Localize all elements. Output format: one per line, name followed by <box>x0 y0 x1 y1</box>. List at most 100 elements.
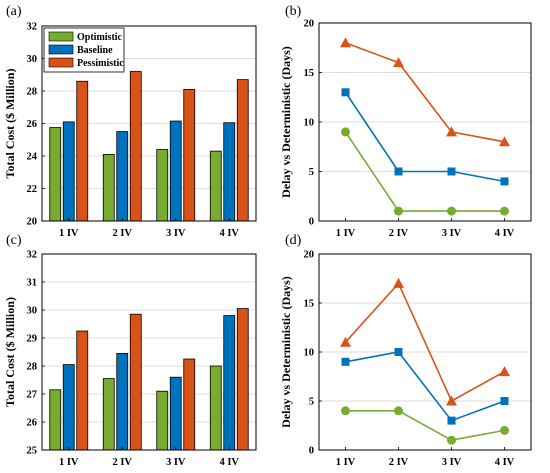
y-tick-label: 32 <box>27 22 38 33</box>
bar-pessimistic-4-iv <box>236 79 249 222</box>
marker-pessimistic-3-iv <box>446 395 457 406</box>
bar-pessimistic-1-iv <box>76 330 89 451</box>
y-tick-label: 10 <box>304 348 315 359</box>
y-tick-label: 26 <box>27 418 38 429</box>
y-tick-label: 15 <box>304 68 315 79</box>
marker-pessimistic-2-iv <box>393 277 404 288</box>
bar-pessimistic-4-iv <box>236 308 249 451</box>
x-tick-label: 1 IV <box>59 457 79 468</box>
legend: Optimistic Baseline Pessimistic <box>43 27 125 73</box>
y-tick-label: 20 <box>27 217 38 228</box>
y-axis-label: Delay vs Deterministic (Days) <box>279 276 293 428</box>
x-tick-label: 2 IV <box>112 457 132 468</box>
marker-optimistic-1-iv <box>341 406 350 416</box>
marker-optimistic-3-iv <box>447 206 456 216</box>
y-tick-label: 5 <box>309 397 314 408</box>
marker-pessimistic-1-iv <box>340 336 351 347</box>
x-tick-label: 2 IV <box>112 228 132 239</box>
line-pessimistic <box>345 42 505 143</box>
y-tick-label: 15 <box>304 299 315 310</box>
marker-pessimistic-2-iv <box>393 57 404 68</box>
bar-pessimistic-2-iv <box>129 71 142 222</box>
x-tick-label: 3 IV <box>442 457 462 468</box>
marker-optimistic-1-iv <box>341 127 350 137</box>
bar-optimistic-4-iv <box>209 365 222 451</box>
y-tick-label: 0 <box>309 217 314 228</box>
marker-baseline-2-iv <box>394 348 403 356</box>
line-optimistic <box>345 409 505 442</box>
bar-baseline-2-iv <box>116 131 129 222</box>
x-tick-label: 4 IV <box>219 457 239 468</box>
legend-label-optimistic: Optimistic <box>77 32 123 43</box>
panel-label: (c) <box>6 233 22 248</box>
legend-label-pessimistic: Pessimistic <box>77 58 124 69</box>
y-tick-label: 27 <box>27 390 38 401</box>
panel-b: 0 5 10 15 20 1 IV 2 IV 3 IV 4 IV Delay vs Determi… <box>279 4 532 239</box>
y-tick-label: 28 <box>27 87 38 98</box>
y-tick-label: 30 <box>27 54 38 65</box>
panel-label: (a) <box>6 4 22 19</box>
y-tick-label: 22 <box>27 184 38 195</box>
marker-baseline-1-iv <box>341 88 350 97</box>
marker-optimistic-4-iv <box>500 425 509 435</box>
marker-baseline-2-iv <box>394 167 403 176</box>
marker-baseline-3-iv <box>447 416 456 425</box>
y-tick-label: 28 <box>27 362 38 373</box>
bar-baseline-4-iv <box>223 122 236 222</box>
bar-baseline-3-iv <box>169 376 182 451</box>
line-optimistic <box>344 131 505 212</box>
y-axis-label: Total Cost ($ Million) <box>3 297 17 407</box>
y-axis-label: Total Cost ($ Million) <box>3 69 17 179</box>
marker-baseline-3-iv <box>447 167 456 176</box>
panel-c: 25 26 27 28 29 30 31 32 1 IV 2 IV 3 IV 4 IV Total Co… <box>3 233 257 468</box>
x-tick-label: 1 IV <box>336 228 356 239</box>
marker-baseline-4-iv <box>500 397 509 405</box>
bar-optimistic-1-iv <box>49 127 62 222</box>
x-tick-label: 1 IV <box>59 228 79 239</box>
axes-frame <box>41 253 257 451</box>
legend-swatch-pessimistic <box>48 57 74 68</box>
y-tick-label: 30 <box>27 306 38 317</box>
marker-pessimistic-3-iv <box>446 126 457 137</box>
y-tick-label: 29 <box>27 334 38 345</box>
line-pessimistic <box>344 281 505 403</box>
bar-optimistic-3-iv <box>156 149 169 222</box>
bar-optimistic-2-iv <box>102 378 115 451</box>
y-tick-label: 26 <box>27 119 38 130</box>
y-tick-label: 10 <box>304 118 315 129</box>
marker-optimistic-2-iv <box>394 406 403 416</box>
panel-label: (d) <box>285 233 302 248</box>
x-tick-label: 3 IV <box>442 228 462 239</box>
marker-baseline-4-iv <box>500 177 509 186</box>
bar-optimistic-1-iv <box>49 389 62 451</box>
marker-pessimistic-1-iv <box>340 37 351 48</box>
bar-optimistic-4-iv <box>209 150 222 222</box>
bar-pessimistic-2-iv <box>129 313 142 451</box>
x-tick-label: 3 IV <box>166 457 186 468</box>
legend-swatch-optimistic <box>48 31 74 42</box>
marker-optimistic-4-iv <box>500 206 509 216</box>
marker-pessimistic-4-iv <box>499 136 510 147</box>
bar-baseline-3-iv <box>169 120 182 222</box>
y-tick-label: 25 <box>27 446 38 457</box>
x-tick-label: 2 IV <box>389 457 409 468</box>
x-tick-label: 1 IV <box>336 457 356 468</box>
x-tick-label: 4 IV <box>495 457 515 468</box>
legend-label-baseline: Baseline <box>77 45 113 56</box>
panel-label: (b) <box>285 4 302 19</box>
y-tick-label: 20 <box>304 19 315 30</box>
line-baseline <box>345 351 505 422</box>
marker-pessimistic-4-iv <box>499 366 510 377</box>
y-tick-label: 0 <box>309 446 314 457</box>
panel-d: 0 5 10 15 20 1 IV 2 IV 3 IV 4 IV Delay vs Determi… <box>279 233 532 468</box>
bar-optimistic-2-iv <box>102 153 115 222</box>
y-tick-label: 20 <box>304 250 315 261</box>
line-baseline <box>344 91 505 183</box>
bar-baseline-4-iv <box>223 315 236 451</box>
y-tick-label: 24 <box>27 152 38 163</box>
bar-pessimistic-1-iv <box>76 80 89 222</box>
legend-swatch-baseline <box>48 44 74 55</box>
marker-optimistic-2-iv <box>394 206 403 216</box>
y-axis-label: Delay vs Deterministic (Days) <box>279 46 293 198</box>
